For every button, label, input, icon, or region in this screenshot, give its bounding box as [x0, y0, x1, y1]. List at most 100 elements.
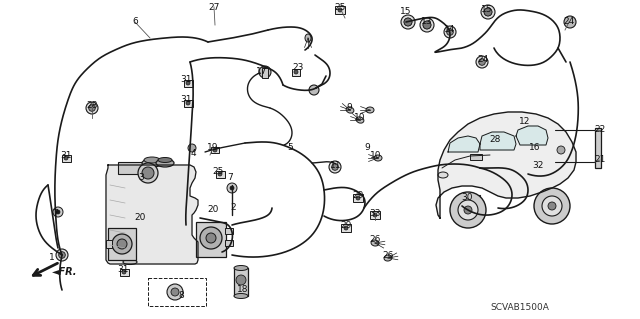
- Text: 31: 31: [60, 151, 72, 160]
- Text: 15: 15: [481, 5, 493, 14]
- Text: 11: 11: [330, 160, 342, 169]
- Circle shape: [404, 18, 412, 26]
- Text: 25: 25: [334, 4, 346, 12]
- Bar: [470, 154, 482, 160]
- Text: 21: 21: [595, 155, 605, 165]
- Text: 7: 7: [52, 210, 58, 219]
- Bar: [595, 128, 601, 168]
- Bar: [462, 195, 480, 205]
- Circle shape: [89, 105, 95, 111]
- Circle shape: [423, 21, 431, 29]
- Bar: [211, 147, 219, 153]
- Bar: [370, 211, 380, 219]
- Circle shape: [479, 59, 485, 65]
- Bar: [120, 269, 129, 276]
- Text: 29: 29: [340, 220, 352, 229]
- Circle shape: [458, 200, 478, 220]
- Circle shape: [218, 172, 222, 176]
- Text: 10: 10: [355, 113, 365, 122]
- Circle shape: [86, 102, 98, 114]
- Ellipse shape: [142, 159, 162, 167]
- Text: SCVAB1500A: SCVAB1500A: [491, 303, 549, 313]
- Circle shape: [213, 148, 217, 152]
- Bar: [184, 100, 193, 107]
- Text: 2: 2: [230, 203, 236, 211]
- Circle shape: [332, 164, 339, 170]
- Polygon shape: [436, 112, 576, 218]
- Bar: [225, 240, 233, 246]
- Ellipse shape: [438, 172, 448, 178]
- Circle shape: [64, 156, 68, 160]
- Circle shape: [344, 226, 348, 230]
- Bar: [341, 224, 351, 232]
- Text: 9: 9: [364, 144, 370, 152]
- Circle shape: [171, 288, 179, 296]
- Circle shape: [557, 146, 565, 154]
- Circle shape: [59, 252, 65, 258]
- Circle shape: [117, 239, 127, 249]
- Circle shape: [564, 16, 576, 28]
- Text: 1: 1: [49, 254, 55, 263]
- Bar: [520, 121, 530, 129]
- Circle shape: [53, 207, 63, 217]
- Bar: [61, 154, 70, 161]
- Circle shape: [56, 249, 68, 261]
- Ellipse shape: [366, 107, 374, 113]
- Text: 19: 19: [207, 144, 219, 152]
- Ellipse shape: [234, 293, 248, 299]
- Ellipse shape: [144, 157, 160, 163]
- Text: 10: 10: [371, 151, 381, 160]
- Text: 18: 18: [237, 286, 249, 294]
- Text: 30: 30: [461, 194, 473, 203]
- Circle shape: [356, 196, 360, 200]
- Circle shape: [138, 163, 158, 183]
- Ellipse shape: [374, 155, 382, 161]
- Text: 17: 17: [256, 68, 268, 77]
- Bar: [148, 278, 206, 306]
- Circle shape: [484, 8, 492, 16]
- Circle shape: [447, 29, 453, 35]
- Text: 32: 32: [532, 160, 544, 169]
- Ellipse shape: [384, 255, 392, 261]
- Circle shape: [420, 18, 434, 32]
- Bar: [108, 228, 136, 260]
- Text: 9: 9: [346, 103, 352, 113]
- Circle shape: [188, 144, 196, 152]
- Circle shape: [122, 270, 126, 274]
- Text: ◄FR.: ◄FR.: [52, 267, 77, 277]
- Circle shape: [200, 227, 222, 249]
- Bar: [292, 69, 300, 76]
- Bar: [335, 6, 345, 14]
- Circle shape: [112, 234, 132, 254]
- Circle shape: [294, 70, 298, 74]
- Circle shape: [468, 197, 474, 203]
- Circle shape: [329, 161, 341, 173]
- Bar: [216, 170, 225, 177]
- Circle shape: [56, 210, 60, 214]
- Bar: [196, 222, 226, 257]
- Text: 31: 31: [180, 76, 192, 85]
- Circle shape: [404, 18, 412, 26]
- Text: 27: 27: [208, 3, 220, 11]
- Text: 13: 13: [421, 18, 433, 26]
- Circle shape: [536, 166, 540, 170]
- Circle shape: [259, 66, 271, 78]
- Text: 6: 6: [132, 18, 138, 26]
- Circle shape: [491, 139, 497, 145]
- Circle shape: [488, 136, 500, 148]
- Text: 14: 14: [444, 26, 456, 34]
- Ellipse shape: [123, 259, 137, 264]
- Text: 3: 3: [138, 174, 144, 182]
- Ellipse shape: [234, 265, 248, 271]
- Ellipse shape: [356, 117, 364, 123]
- Text: 29: 29: [352, 190, 364, 199]
- Polygon shape: [448, 136, 480, 152]
- Circle shape: [450, 192, 486, 228]
- Bar: [534, 165, 542, 171]
- Bar: [225, 228, 233, 234]
- Circle shape: [309, 85, 319, 95]
- Circle shape: [481, 5, 495, 19]
- Text: 31: 31: [117, 265, 129, 275]
- Circle shape: [236, 275, 246, 285]
- Text: 24: 24: [477, 56, 488, 64]
